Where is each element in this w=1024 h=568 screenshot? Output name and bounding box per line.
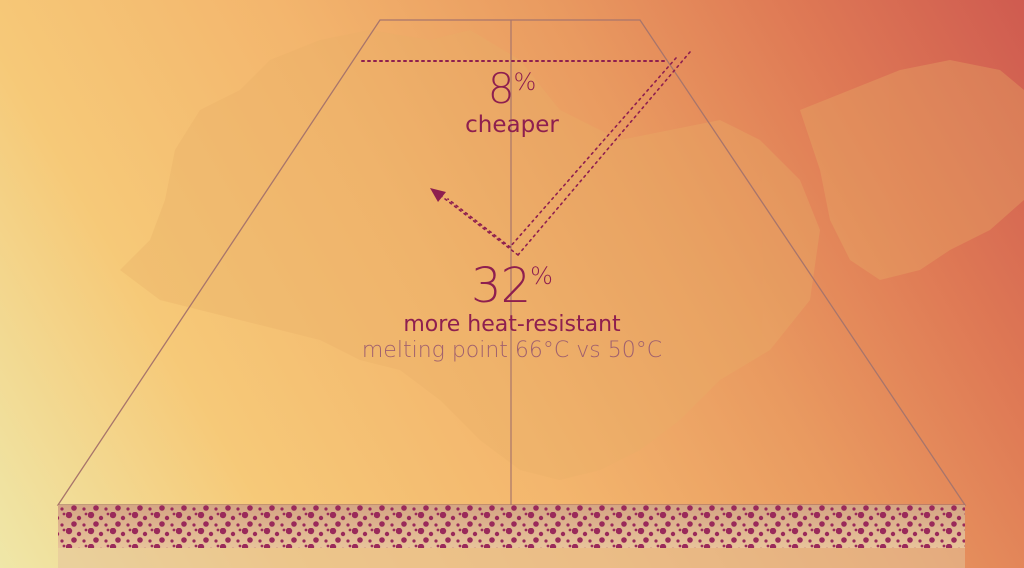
stat-heat: 32% more heat-resistant melting point 66… <box>0 262 1024 362</box>
background-map <box>120 30 1024 480</box>
stat-heat-detail: melting point 66°C vs 50°C <box>361 338 663 363</box>
arrow-head-icon <box>430 188 446 202</box>
stat-price-unit: % <box>513 68 537 96</box>
stat-price-figure: 8% <box>0 68 1024 110</box>
stat-heat-value: 32 <box>471 258 531 314</box>
dotted-v-arrow <box>435 51 691 256</box>
stat-heat-figure: 32% <box>0 262 1024 310</box>
base-band-dots <box>58 505 965 548</box>
base-band-fade <box>58 548 965 568</box>
stat-price: 8% cheaper <box>0 68 1024 137</box>
stat-heat-unit: % <box>530 262 553 290</box>
stat-price-value: 8 <box>487 64 515 113</box>
stat-heat-label: more heat-resistant <box>403 312 621 337</box>
stat-price-label: cheaper <box>465 112 559 138</box>
